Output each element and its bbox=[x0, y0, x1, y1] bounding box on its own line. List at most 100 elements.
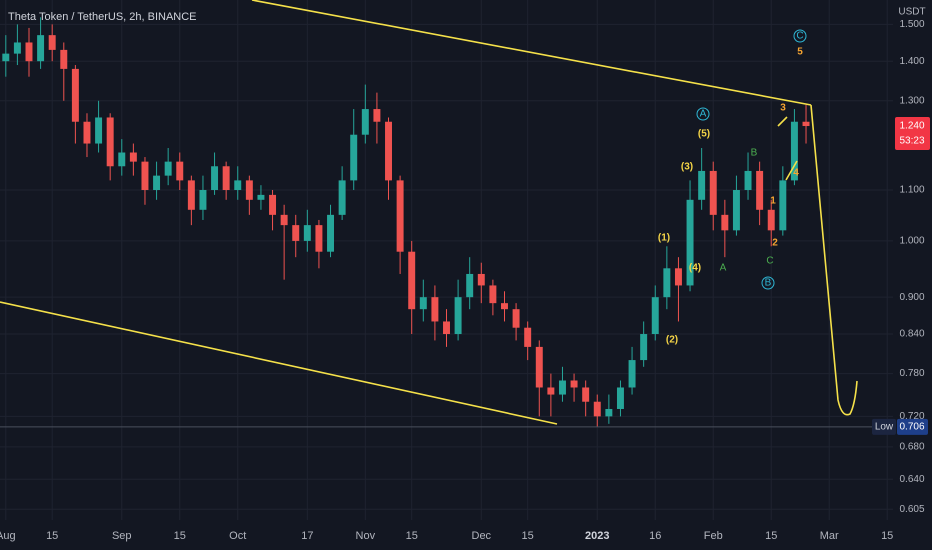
candle-body bbox=[524, 327, 532, 347]
candle-body bbox=[211, 166, 219, 191]
candle-body bbox=[13, 42, 21, 54]
candle-body bbox=[60, 49, 68, 69]
chart-title: Theta Token / TetherUS, 2h, BINANCE bbox=[8, 11, 197, 23]
candle-body bbox=[408, 251, 416, 310]
candle-body bbox=[25, 42, 33, 62]
candle-body bbox=[48, 35, 56, 50]
candle-body bbox=[721, 214, 729, 231]
candle-body bbox=[732, 190, 740, 231]
wave-label: C bbox=[796, 31, 803, 42]
candle-body bbox=[489, 285, 497, 304]
candle-body bbox=[616, 387, 624, 409]
candle-body bbox=[2, 53, 10, 62]
x-tick-label: 15 bbox=[174, 530, 186, 542]
upper-channel-line bbox=[251, 0, 812, 106]
x-tick-label: 17 bbox=[301, 530, 313, 542]
candle-body bbox=[222, 166, 230, 191]
candle-body bbox=[292, 225, 300, 241]
last-price-tag bbox=[895, 117, 930, 151]
x-tick-label: 15 bbox=[765, 530, 777, 542]
candle-body bbox=[663, 268, 671, 298]
candle-body bbox=[443, 321, 450, 335]
plot-area bbox=[0, 0, 893, 520]
candle-body bbox=[95, 117, 103, 144]
x-tick-label: 16 bbox=[649, 530, 661, 542]
wave-label: 2 bbox=[772, 238, 778, 249]
wave-circle bbox=[696, 107, 710, 121]
axes: 0.605 0.640 0.680 0.720 0.780 0.840 0.900 1.000… bbox=[0, 19, 930, 542]
candle-body bbox=[118, 152, 126, 167]
wave-label: 4 bbox=[793, 168, 799, 179]
candle-body bbox=[164, 161, 172, 176]
wave-label: 1 bbox=[770, 196, 776, 207]
candle-body bbox=[744, 170, 752, 191]
x-tick-label: Feb bbox=[704, 530, 723, 542]
candle-body bbox=[698, 170, 706, 200]
candle-body bbox=[361, 109, 369, 135]
candle-body bbox=[454, 297, 462, 335]
low-tag-bg bbox=[872, 418, 896, 435]
candle-body bbox=[628, 360, 636, 388]
candle-body bbox=[756, 170, 764, 210]
candle-body bbox=[686, 199, 694, 286]
candle-body bbox=[779, 180, 787, 231]
candle-body bbox=[640, 334, 648, 361]
candle-body bbox=[802, 121, 810, 127]
y-tick-label: 0.720 bbox=[899, 411, 924, 422]
wave-label: A bbox=[700, 109, 707, 120]
wave-label: (4) bbox=[689, 263, 701, 274]
candle-body bbox=[385, 121, 392, 181]
candle-body bbox=[605, 408, 613, 417]
y-tick-label: 1.000 bbox=[899, 236, 924, 247]
candle-body bbox=[129, 152, 137, 162]
candle-body bbox=[466, 273, 474, 298]
wave-label: (2) bbox=[666, 335, 678, 346]
y-tick-label: 1.500 bbox=[899, 19, 924, 30]
candle-body bbox=[709, 170, 717, 215]
candle-body bbox=[501, 303, 508, 310]
candle-body bbox=[37, 35, 45, 62]
x-tick-label: Nov bbox=[356, 530, 376, 542]
candle-body bbox=[582, 387, 590, 402]
candle-body bbox=[71, 68, 79, 122]
candle-body bbox=[396, 180, 404, 252]
axis-unit: USDT bbox=[898, 7, 925, 18]
candle-body bbox=[593, 401, 601, 417]
x-tick-label: 2023 bbox=[585, 530, 609, 542]
wave-label: (3) bbox=[681, 162, 693, 173]
candle-body bbox=[303, 225, 311, 241]
lower-channel-line bbox=[0, 301, 558, 425]
candle-body bbox=[187, 180, 195, 210]
candle-body bbox=[558, 380, 566, 395]
wave-label: C bbox=[766, 256, 773, 267]
y-tick-label: 0.640 bbox=[899, 474, 924, 485]
time-axis bbox=[0, 520, 893, 550]
candle-body bbox=[431, 297, 439, 322]
candle-body bbox=[153, 175, 161, 191]
candle-body bbox=[269, 194, 277, 215]
candle-body bbox=[512, 309, 520, 328]
candle-body bbox=[419, 297, 427, 310]
x-tick-label: Mar bbox=[820, 530, 839, 542]
low-tag-name: Low bbox=[875, 421, 894, 432]
y-tick-label: 1.400 bbox=[899, 56, 924, 67]
candle-body bbox=[106, 117, 114, 167]
countdown: 53:23 bbox=[899, 136, 924, 147]
candle-body bbox=[651, 297, 659, 335]
y-tick-label: 1.300 bbox=[899, 95, 924, 106]
y-tick-label: 0.900 bbox=[899, 292, 924, 303]
wave-label: B bbox=[765, 278, 772, 289]
x-tick-label: 15 bbox=[881, 530, 893, 542]
wave-line bbox=[777, 116, 788, 127]
candle-body bbox=[315, 225, 323, 252]
candle-body bbox=[547, 387, 555, 395]
low-tag-label: 0.706 bbox=[899, 421, 924, 432]
wave-label: A bbox=[720, 263, 727, 274]
wave-label: 3 bbox=[780, 103, 786, 114]
x-tick-label: Aug bbox=[0, 530, 16, 542]
candle-body bbox=[535, 346, 543, 388]
candle-body bbox=[674, 268, 682, 286]
low-tag bbox=[897, 418, 928, 435]
candle-body bbox=[338, 180, 346, 215]
